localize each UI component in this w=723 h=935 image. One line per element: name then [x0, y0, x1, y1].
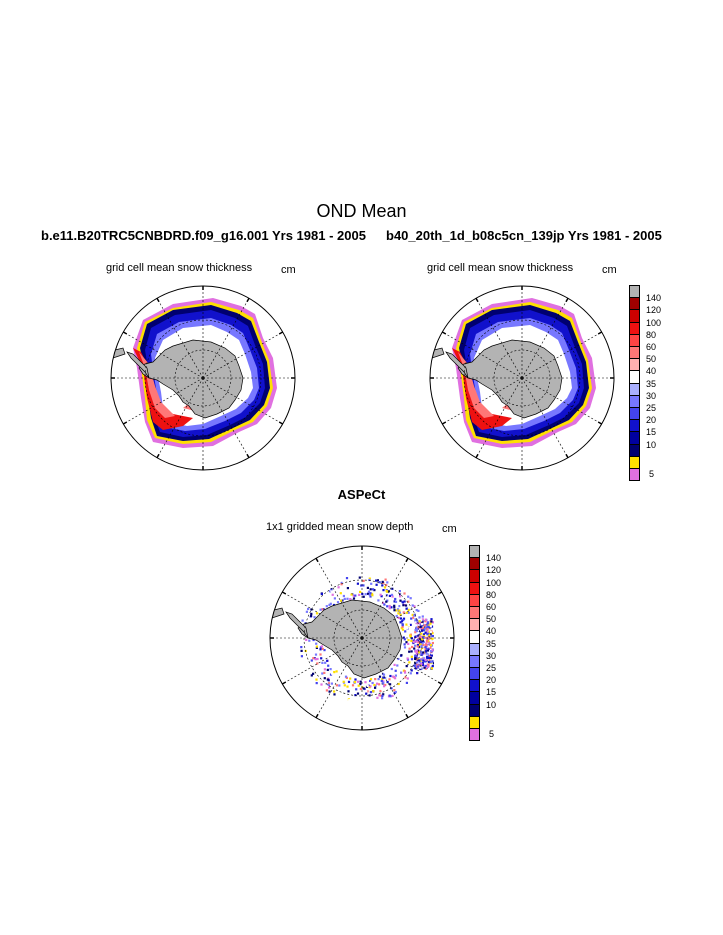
colorbar-label: 20: [646, 415, 657, 426]
colorbar-box: [629, 443, 640, 457]
colorbar-box: [469, 557, 480, 571]
bottom-panel-unit: cm: [442, 523, 457, 535]
colorbar-box: [469, 642, 480, 656]
aspect-title: ASPeCt: [337, 487, 386, 502]
colorbar-box: [629, 309, 640, 323]
colorbar-label: 25: [646, 403, 657, 413]
colorbar-box: [469, 654, 480, 668]
colorbar-box: [629, 370, 640, 384]
colorbar-box: [469, 703, 480, 717]
colorbar-label: 140: [646, 293, 662, 304]
colorbar-label: 120: [646, 305, 662, 316]
colorbar-label: 5: [489, 729, 495, 739]
colorbar-label: 35: [646, 378, 657, 389]
colorbar-label: 15: [646, 427, 657, 438]
colorbar-label: 25: [486, 663, 497, 673]
figure-title: OND Mean: [316, 201, 407, 221]
colorbar-label: 100: [646, 317, 662, 328]
colorbar-label: 50: [646, 354, 657, 365]
colorbar-label: 5: [649, 469, 655, 479]
colorbar-box: [629, 468, 640, 482]
colorbar-box: [469, 715, 480, 729]
colorbar-label: 50: [486, 614, 497, 625]
colorbar-box: [629, 382, 640, 396]
colorbar-box: [629, 333, 640, 347]
bottom-polar-map: [269, 545, 455, 731]
colorbar-box: [469, 569, 480, 583]
colorbar-label: 140: [486, 553, 502, 564]
colorbar-label: 30: [486, 650, 497, 661]
colorbar-label: 30: [646, 390, 657, 401]
colorbar-label: 15: [486, 687, 497, 698]
colorbar-label: 60: [486, 602, 497, 612]
left-case-title: b.e11.B20TRC5CNBDRD.f09_g16.001 Yrs 1981…: [41, 228, 366, 243]
colorbar-label: 20: [486, 675, 497, 686]
colorbar-box: [629, 297, 640, 311]
colorbar-label: 80: [486, 589, 497, 600]
colorbar-box: [469, 728, 480, 742]
colorbar-box: [469, 630, 480, 644]
colorbar-box: [629, 358, 640, 372]
right-panel-unit: cm: [602, 264, 617, 276]
colorbar-box: [629, 321, 640, 335]
colorbar-label: 40: [486, 626, 497, 637]
colorbar-label: 40: [646, 366, 657, 377]
colorbar-box: [629, 431, 640, 445]
colorbar-label: 80: [646, 329, 657, 340]
left-panel-label: grid cell mean snow thickness: [106, 262, 253, 274]
right-case-title: b40_20th_1d_b08c5cn_139jp Yrs 1981 - 200…: [386, 228, 662, 243]
colorbar-label: 10: [486, 699, 497, 710]
colorbar-box: [469, 618, 480, 632]
colorbar-box: [629, 419, 640, 433]
right-panel-label: grid cell mean snow thickness: [427, 262, 574, 274]
colorbar-box: [469, 691, 480, 705]
colorbar-box: [629, 455, 640, 469]
bottom-panel-label: 1x1 gridded mean snow depth: [266, 521, 414, 533]
colorbar-box: [469, 679, 480, 693]
left-panel-unit: cm: [281, 264, 296, 276]
left-polar-map: [110, 285, 296, 471]
colorbar-label: 35: [486, 638, 497, 649]
right-polar-map: [429, 285, 615, 471]
colorbar-box: [629, 394, 640, 408]
colorbar-box: [469, 581, 480, 595]
colorbar-label: 120: [486, 565, 502, 576]
colorbar-box: [469, 593, 480, 607]
colorbar-label: 60: [646, 342, 657, 352]
colorbar-label: 10: [646, 439, 657, 450]
colorbar-label: 100: [486, 577, 502, 588]
